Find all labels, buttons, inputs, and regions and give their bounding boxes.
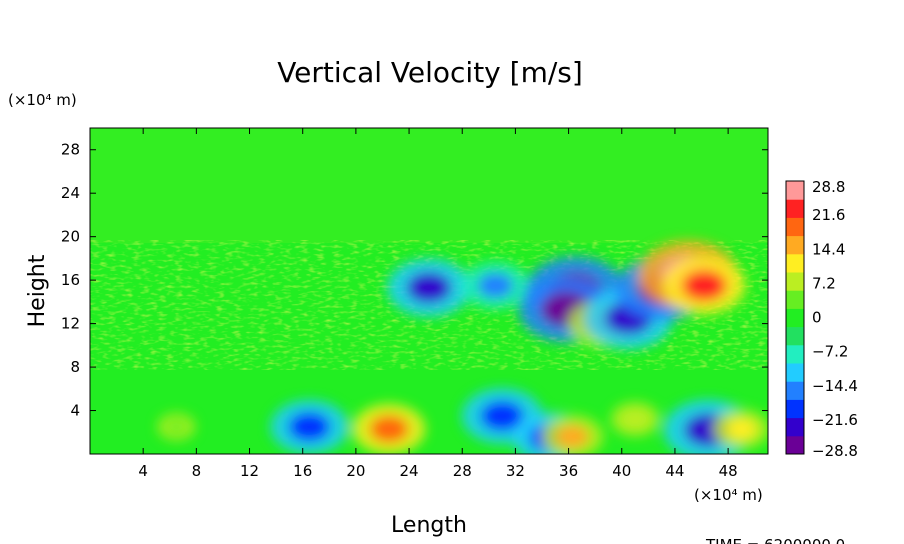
heatmap-blob [288,412,331,442]
y-tick-label: 16 [61,271,80,289]
x-tick-label: 36 [559,462,578,480]
y-tick-label: 24 [61,184,80,202]
y-tick-label: 4 [70,402,80,420]
colorbar-segment [786,308,804,328]
y-unit-label: (×10⁴ m) [8,91,77,109]
colorbar-segment [786,381,804,400]
heatmap-blob [480,401,524,431]
heatmap-blob [406,272,452,304]
heatmap-blob [556,425,590,449]
x-unit-label: (×10⁴ m) [694,486,763,504]
colorbar-segment [786,363,804,382]
heatmap-blob [166,419,187,435]
colorbar-segment [786,417,804,437]
x-tick-label: 16 [293,462,312,480]
feature-layer [157,240,768,454]
colorbar-tick-label: 7.2 [812,274,836,292]
x-axis-label: Length [391,513,467,538]
y-tick-label: 20 [61,228,80,246]
colorbar-segment [786,217,804,237]
x-tick-label: 48 [719,462,738,480]
heatmap-blob [477,273,514,299]
colorbar-tick-label: 28.8 [812,178,845,196]
y-tick-label: 12 [61,315,80,333]
x-tick-label: 28 [453,462,472,480]
x-tick-label: 24 [400,462,419,480]
colorbar-tick-label: −7.2 [812,343,848,361]
colorbar-segment [786,435,804,455]
chart-title: Vertical Velocity [m/s] [277,56,583,89]
colorbar-segment [786,290,804,309]
colorbar-segment [786,235,804,255]
heatmap-blob [622,410,648,429]
y-tick-label: 28 [61,141,80,159]
colorbar-segment [786,344,804,364]
colorbar-frame [785,180,805,455]
colorbar-tick-label: −21.6 [812,411,858,429]
colorbar-segment [786,199,804,218]
colorbar-segment [786,181,804,200]
y-tick-label: 8 [70,358,80,376]
plot-frame [89,127,769,455]
colorbar-segment [786,326,804,346]
x-tick-label: 44 [665,462,684,480]
colorbar-segment [786,253,804,273]
x-tick-label: 20 [346,462,365,480]
stratosphere-band [90,128,768,243]
y-axis-ticks: 4 8 12 16 20 24 28 [61,141,768,420]
heatmap-plot [90,128,768,454]
colorbar-tick-label: −28.8 [812,442,858,460]
x-tick-label: 40 [612,462,631,480]
colorbar-segment [786,272,804,291]
heatmap-blob [369,415,409,443]
colorbar-tick-label: −14.4 [812,377,858,395]
colorbar-tick-label: 14.4 [812,240,845,258]
heatmap-blob [726,418,757,440]
colorbar: 28.8 21.6 14.4 7.2 0 −7.2 −14.4 −21.6 −28.8 [785,178,858,460]
y-axis-label: Height [25,254,50,327]
x-tick-label: 8 [192,462,202,480]
heatmap-blob [681,270,727,301]
x-tick-label: 12 [240,462,259,480]
x-axis-ticks: 4 8 12 16 20 24 28 32 36 40 44 48 [138,128,738,480]
x-tick-label: 4 [138,462,148,480]
colorbar-segment [786,399,804,419]
x-tick-label: 32 [506,462,525,480]
colorbar-tick-label: 0 [812,309,822,327]
colorbar-tick-label: 21.6 [812,206,845,224]
time-annotation: TIME = 6200000.0 [705,536,845,544]
